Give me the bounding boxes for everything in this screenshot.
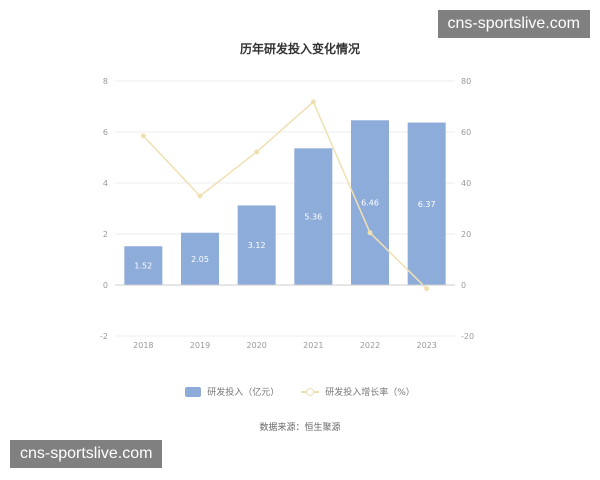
chart-title: 历年研发投入变化情况 bbox=[240, 41, 360, 56]
bar bbox=[294, 148, 333, 285]
y-right-tick-label: 80 bbox=[461, 77, 471, 86]
growth-point bbox=[310, 99, 316, 105]
growth-point bbox=[367, 230, 373, 236]
bar-value-label: 1.52 bbox=[134, 262, 152, 271]
bar bbox=[181, 232, 219, 285]
bar-value-label: 6.37 bbox=[418, 200, 436, 209]
legend-bar-swatch bbox=[185, 386, 202, 397]
bar-value-label: 6.46 bbox=[361, 199, 379, 208]
watermark-top: cns-sportslive.com bbox=[437, 10, 590, 38]
watermark-bottom: cns-sportslive.com bbox=[10, 440, 163, 468]
bar bbox=[124, 246, 163, 285]
bar-value-label: 2.05 bbox=[191, 255, 209, 264]
y-left-tick-label: 0 bbox=[103, 281, 108, 290]
y-right-tick-label: 60 bbox=[461, 128, 471, 137]
y-right-tick-label: 40 bbox=[461, 179, 471, 188]
growth-point bbox=[197, 193, 203, 199]
legend-line-label: 研发投入增长率（%） bbox=[325, 388, 415, 398]
y-left-tick-label: -2 bbox=[100, 332, 108, 341]
x-tick-label: 2020 bbox=[246, 341, 266, 350]
y-right-tick-label: 0 bbox=[461, 281, 466, 290]
y-left-tick-label: 8 bbox=[103, 77, 108, 86]
bar bbox=[407, 122, 446, 285]
x-tick-label: 2022 bbox=[360, 341, 380, 350]
y-right-tick-label: -20 bbox=[461, 332, 474, 341]
x-tick-label: 2019 bbox=[190, 341, 210, 350]
legend-item-bar[interactable]: 研发投入（亿元） bbox=[185, 385, 279, 398]
growth-point bbox=[140, 133, 146, 139]
bar bbox=[237, 205, 276, 285]
bar-value-label: 5.36 bbox=[304, 213, 322, 222]
growth-point bbox=[254, 149, 260, 155]
legend: 研发投入（亿元） 研发投入增长率（%） bbox=[0, 385, 600, 398]
x-tick-label: 2021 bbox=[303, 341, 323, 350]
y-left-tick-label: 2 bbox=[103, 230, 108, 239]
growth-point bbox=[424, 286, 430, 292]
data-source: 数据来源：恒生聚源 bbox=[259, 423, 341, 433]
x-tick-label: 2023 bbox=[416, 341, 436, 350]
bar-value-label: 3.12 bbox=[248, 241, 266, 250]
y-right-tick-label: 20 bbox=[461, 230, 471, 239]
x-tick-label: 2018 bbox=[133, 341, 153, 350]
legend-line-swatch bbox=[301, 387, 320, 397]
growth-line bbox=[142, 100, 428, 290]
legend-bar-label: 研发投入（亿元） bbox=[207, 388, 280, 398]
legend-item-line[interactable]: 研发投入增长率（%） bbox=[301, 385, 415, 398]
y-left-tick-label: 6 bbox=[103, 128, 108, 137]
y-left-tick-label: 4 bbox=[103, 179, 108, 188]
